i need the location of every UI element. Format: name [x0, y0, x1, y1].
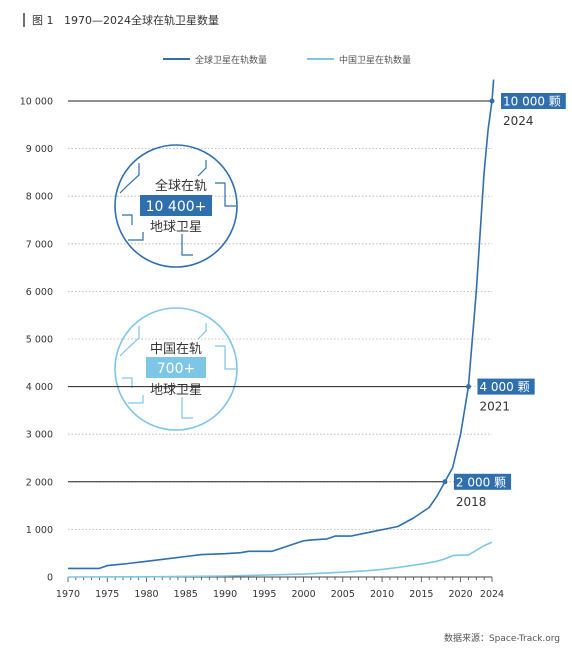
- global-badge-line1: 全球在轨: [155, 178, 207, 194]
- china-badge-value-bg: [146, 357, 206, 378]
- y-tick-label-4000: 4 000: [26, 382, 53, 393]
- annotation-label-2018: 2 000 颗: [456, 475, 506, 489]
- y-tick-label-1000: 1 000: [26, 525, 53, 536]
- legend-label-global: 全球卫星在轨数量: [195, 54, 267, 66]
- x-tick-label-1990: 1990: [213, 589, 237, 600]
- x-tick-label-1975: 1975: [95, 589, 119, 600]
- y-tick-label-7000: 7 000: [26, 239, 53, 250]
- y-tick-label-0: 0: [47, 573, 53, 584]
- x-tick-label-2024: 2024: [480, 589, 504, 600]
- china-badge-line1: 中国在轨: [150, 342, 202, 357]
- annotation-point-2018: [442, 479, 448, 485]
- source-note: 数据来源：Space-Track.org: [444, 632, 560, 644]
- x-tick-label-2010: 2010: [370, 589, 394, 600]
- figure-label: 图 1: [32, 14, 54, 27]
- globe-icon-china: [114, 307, 238, 431]
- y-tick-label-3000: 3 000: [26, 430, 53, 441]
- series-lines: [67, 79, 495, 578]
- annotation-year-2024: 2024: [503, 114, 534, 128]
- china-badge: 中国在轨 700+ 地球卫星: [114, 307, 238, 431]
- y-tick-label-10000: 10 000: [20, 97, 53, 108]
- y-tick-label-6000: 6 000: [26, 287, 53, 298]
- series-line-global: [68, 79, 495, 570]
- annotation-label-2021: 4 000 颗: [479, 380, 529, 394]
- legend: 全球卫星在轨数量 中国卫星在轨数量: [163, 54, 411, 66]
- x-tick-label-1985: 1985: [174, 589, 198, 600]
- x-tick-label-2020: 2020: [448, 589, 472, 600]
- annotation-label-bg-2021: [477, 378, 535, 395]
- globe-map-lines-global: [119, 160, 236, 256]
- annotation-label-bg-2024: [501, 93, 566, 109]
- y-tick-label-2000: 2 000: [26, 477, 53, 488]
- annotations: 10 000 颗 2024 4 000 颗 2021 2 000 颗 2018: [442, 93, 566, 509]
- globe-icon-global: [114, 144, 238, 268]
- annotation-label-bg-2018: [453, 473, 512, 490]
- x-tick-label-2015: 2015: [409, 589, 433, 600]
- chart-title: 1970—2024全球在轨卫星数量: [64, 13, 219, 27]
- global-badge: 全球在轨 10 400+ 地球卫星: [114, 144, 238, 268]
- x-tick-label-1980: 1980: [134, 589, 158, 600]
- global-badge-value-bg: [140, 195, 212, 216]
- x-tick-label-2005: 2005: [331, 589, 355, 600]
- x-tick-label-1970: 1970: [56, 589, 80, 600]
- y-tick-label-8000: 8 000: [26, 192, 53, 203]
- china-badge-line2: 地球卫星: [150, 383, 202, 398]
- annotation-year-2018: 2018: [456, 495, 487, 509]
- china-badge-value: 700+: [157, 361, 195, 377]
- global-badge-line2: 地球卫星: [150, 220, 202, 235]
- y-axis-tick-labels: 0 1 000 2 000 3 000 4 000 5 000 6 000 7 000 8 00…: [20, 97, 53, 584]
- annotation-label-2024: 10 000 颗: [503, 95, 561, 109]
- y-tick-label-5000: 5 000: [26, 335, 53, 346]
- x-tick-label-1995: 1995: [252, 589, 276, 600]
- x-axis: 1970 1975 1980 1985 1990 1995 2000 2005 2010 2015…: [56, 576, 504, 600]
- series-line-china: [67, 541, 493, 578]
- annotation-point-2024: [489, 98, 495, 104]
- x-tick-label-2000: 2000: [291, 589, 315, 600]
- annotation-point-2021: [465, 384, 471, 390]
- global-badge-value: 10 400+: [146, 199, 207, 215]
- globe-map-lines-china: [119, 323, 236, 419]
- y-tick-label-9000: 9 000: [26, 144, 53, 155]
- legend-label-china: 中国卫星在轨数量: [339, 54, 411, 66]
- annotation-year-2021: 2021: [479, 400, 510, 414]
